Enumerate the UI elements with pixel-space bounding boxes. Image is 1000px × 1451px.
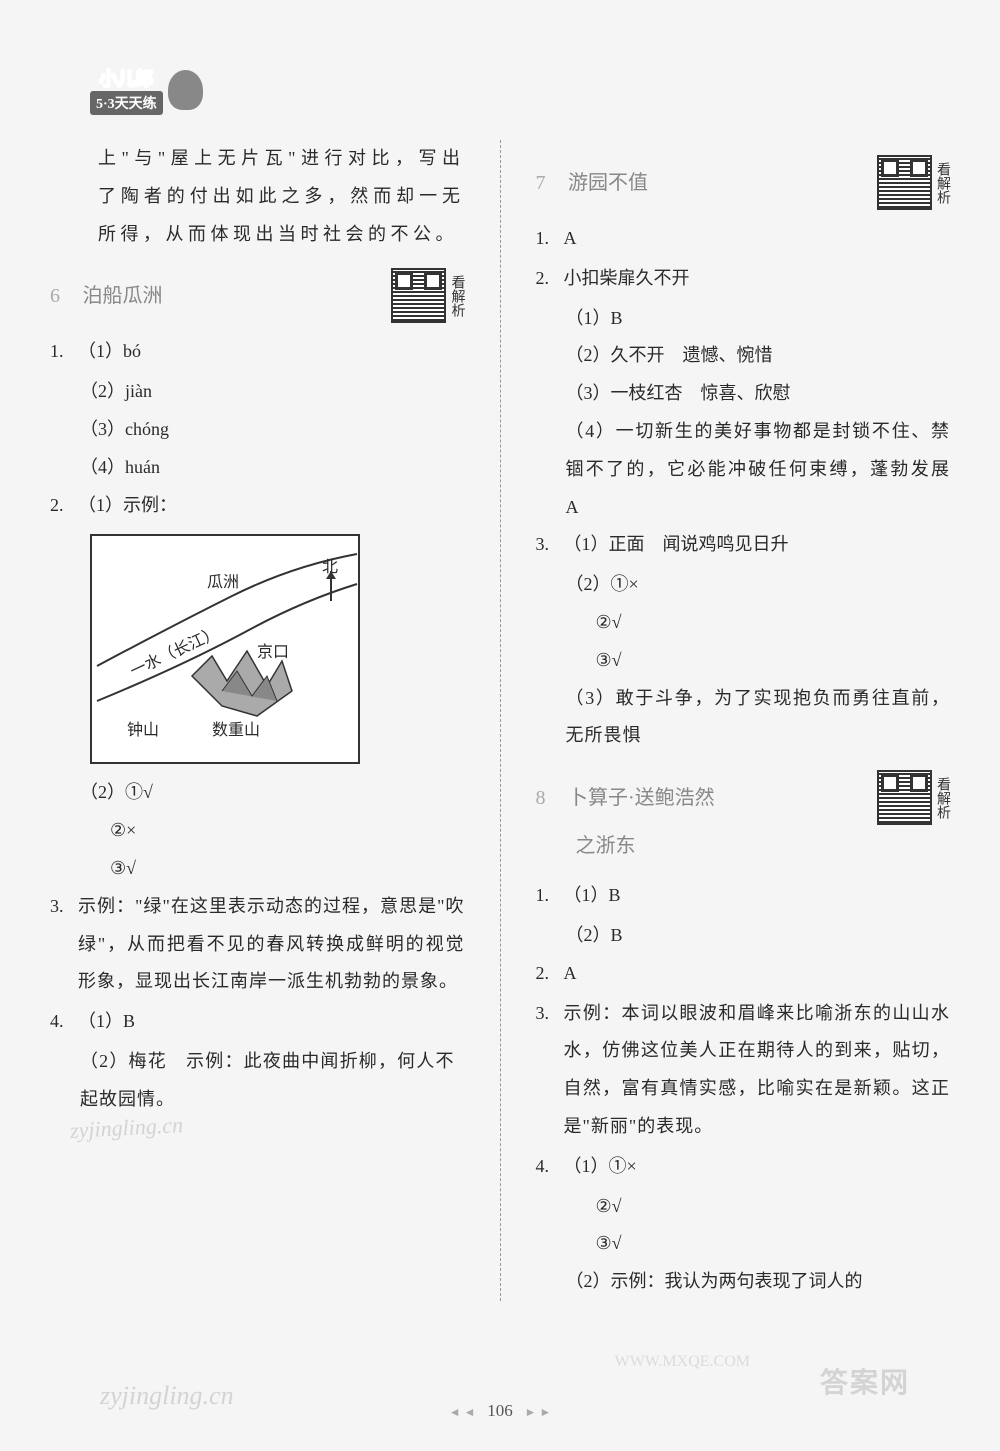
q1-num: 1. xyxy=(50,333,78,371)
s7-q3-a2-2: ②√ xyxy=(536,604,951,642)
section-7-title: 游园不值 xyxy=(568,172,648,194)
s7-q3-a2: （2）①× xyxy=(536,566,951,604)
qr-label-7: 看解析 xyxy=(935,162,950,204)
watermark-2: zyjingling.cn xyxy=(100,1381,234,1411)
map-zhongshan: 钟山 xyxy=(127,714,159,748)
q4-a1: （1）B xyxy=(78,1003,465,1041)
s7-q3: 3. （1）正面 闻说鸡鸣见日升 xyxy=(536,526,951,564)
section-6-title-wrap: 6 泊船瓜洲 xyxy=(50,275,163,317)
footer-arrow-right-icon: ► ► xyxy=(525,1405,552,1419)
q3-text: 示例："绿"在这里表示动态的过程，意思是"吹绿"，从而把看不见的春风转换成鲜明的… xyxy=(78,888,465,1001)
q4-num: 4. xyxy=(50,1003,78,1041)
s7-q1: 1. A xyxy=(536,220,951,258)
s7-q2-num: 2. xyxy=(536,260,564,298)
north-arrow-icon xyxy=(330,571,332,601)
qr-area-6: 看解析 xyxy=(391,268,464,323)
section-6-title: 泊船瓜洲 xyxy=(83,285,163,307)
qr-area-7: 看解析 xyxy=(877,155,950,210)
q1-a4: （4）huán xyxy=(50,449,465,487)
s7-q2-intro: 小扣柴扉久不开 xyxy=(564,260,951,298)
s8-q3-num: 3. xyxy=(536,995,564,1146)
s8-q4-a1-2: ②√ xyxy=(536,1188,951,1226)
s8-q1-num: 1. xyxy=(536,877,564,915)
section-7-num: 7 xyxy=(536,172,546,194)
watermark-4: WWW.MXQE.COM xyxy=(615,1353,750,1371)
page-number: 106 xyxy=(487,1401,513,1420)
section-6-num: 6 xyxy=(50,285,60,307)
s7-q3-num: 3. xyxy=(536,526,564,564)
map-guazhou: 瓜洲 xyxy=(207,566,239,600)
map-diagram: 瓜洲 北 一水（长江） 京口 钟山 数重山 xyxy=(90,534,360,764)
s7-q2: 2. 小扣柴扉久不开 xyxy=(536,260,951,298)
s8-q4: 4. （1）①× xyxy=(536,1148,951,1186)
s8-q4-num: 4. xyxy=(536,1148,564,1186)
right-column: 7 游园不值 看解析 1. A 2. 小扣柴扉久不开 （1）B （2）久不开 遗… xyxy=(536,140,951,1301)
section-7-header: 7 游园不值 看解析 xyxy=(536,155,951,210)
q2-2-1: （2）①√ xyxy=(50,774,465,812)
s7-q3-a2-3: ③√ xyxy=(536,642,951,680)
section-8-title2: 之浙东 xyxy=(536,825,951,867)
logo-brand: 小儿郎 xyxy=(99,65,153,91)
qr-code-icon[interactable] xyxy=(877,770,932,825)
left-column: 上"与"屋上无片瓦"进行对比，写出了陶者的付出如此之多，然而却一无所得，从而体现… xyxy=(50,140,465,1301)
cartoon-icon xyxy=(168,70,203,110)
q2-2-2: ②× xyxy=(50,812,465,850)
s8-q2: 2. A xyxy=(536,955,951,993)
page-footer: ◄ ◄ 106 ► ► xyxy=(449,1401,552,1421)
column-divider xyxy=(500,140,501,1301)
s7-q2-a4: （4）一切新生的美好事物都是封锁不住、禁锢不了的，它必能冲破任何束缚，蓬勃发展 … xyxy=(536,413,951,526)
s7-q1-text: A xyxy=(564,220,951,258)
logo-box: 小儿郎 5·3天天练 xyxy=(90,65,163,115)
q4: 4. （1）B xyxy=(50,1003,465,1041)
footer-arrow-left-icon: ◄ ◄ xyxy=(449,1405,476,1419)
qr-area-8: 看解析 xyxy=(877,770,950,825)
s7-q2-a1: （1）B xyxy=(536,300,951,338)
s8-q2-num: 2. xyxy=(536,955,564,993)
section-8-num: 8 xyxy=(536,787,546,809)
s8-q1-a2: （2）B xyxy=(536,917,951,955)
qr-code-icon[interactable] xyxy=(391,268,446,323)
section-6-header: 6 泊船瓜洲 看解析 xyxy=(50,268,465,323)
q1-a2: （2）jiàn xyxy=(50,373,465,411)
q3: 3. 示例："绿"在这里表示动态的过程，意思是"吹绿"，从而把看不见的春风转换成… xyxy=(50,888,465,1001)
s8-q3-text: 示例：本词以眼波和眉峰来比喻浙东的山山水水，仿佛这位美人正在期待人的到来，贴切，… xyxy=(564,995,951,1146)
s7-q2-a3: （3）一枝红杏 惊喜、欣慰 xyxy=(536,375,951,413)
s7-q3-a3: （3）敢于斗争，为了实现抱负而勇往直前，无所畏惧 xyxy=(536,680,951,756)
s7-q3-a1: （1）正面 闻说鸡鸣见日升 xyxy=(564,526,951,564)
watermark-3: 答案网 xyxy=(820,1361,910,1401)
section-8-header: 8 卜算子·送鲍浩然 看解析 xyxy=(536,770,951,825)
q2-2-3: ③√ xyxy=(50,850,465,888)
header-logo: 小儿郎 5·3天天练 xyxy=(90,65,203,115)
q2-intro: （1）示例： xyxy=(78,487,465,525)
s8-q4-a1-3: ③√ xyxy=(536,1225,951,1263)
q4-a2: （2）梅花 示例：此夜曲中闻折柳，何人不起故园情。 xyxy=(50,1043,465,1119)
q3-num: 3. xyxy=(50,888,78,1001)
s8-q1: 1. （1）B xyxy=(536,877,951,915)
qr-label-6: 看解析 xyxy=(449,275,464,317)
q2: 2. （1）示例： xyxy=(50,487,465,525)
s7-q2-a2: （2）久不开 遗憾、惋惜 xyxy=(536,337,951,375)
section-8-title-wrap: 8 卜算子·送鲍浩然 xyxy=(536,777,715,819)
q1-a3: （3）chóng xyxy=(50,411,465,449)
intro-paragraph: 上"与"屋上无片瓦"进行对比，写出了陶者的付出如此之多，然而却一无所得，从而体现… xyxy=(50,140,465,253)
qr-label-8: 看解析 xyxy=(935,777,950,819)
s8-q2-text: A xyxy=(564,955,951,993)
qr-code-icon[interactable] xyxy=(877,155,932,210)
q1-a1: （1）bó xyxy=(78,333,465,371)
map-jingkou: 京口 xyxy=(257,636,289,670)
s8-q4-a1: （1）①× xyxy=(564,1148,951,1186)
map-chongshan: 数重山 xyxy=(212,714,260,748)
section-7-title-wrap: 7 游园不值 xyxy=(536,162,649,204)
logo-subtitle: 5·3天天练 xyxy=(90,91,163,115)
s8-q3: 3. 示例：本词以眼波和眉峰来比喻浙东的山山水水，仿佛这位美人正在期待人的到来，… xyxy=(536,995,951,1146)
q1: 1. （1）bó xyxy=(50,333,465,371)
s7-q1-num: 1. xyxy=(536,220,564,258)
q2-num: 2. xyxy=(50,487,78,525)
section-8-title: 卜算子·送鲍浩然 xyxy=(568,787,715,809)
s8-q4-a2: （2）示例：我认为两句表现了词人的 xyxy=(536,1263,951,1301)
s8-q1-a1: （1）B xyxy=(564,877,951,915)
main-content: 上"与"屋上无片瓦"进行对比，写出了陶者的付出如此之多，然而却一无所得，从而体现… xyxy=(50,140,950,1301)
